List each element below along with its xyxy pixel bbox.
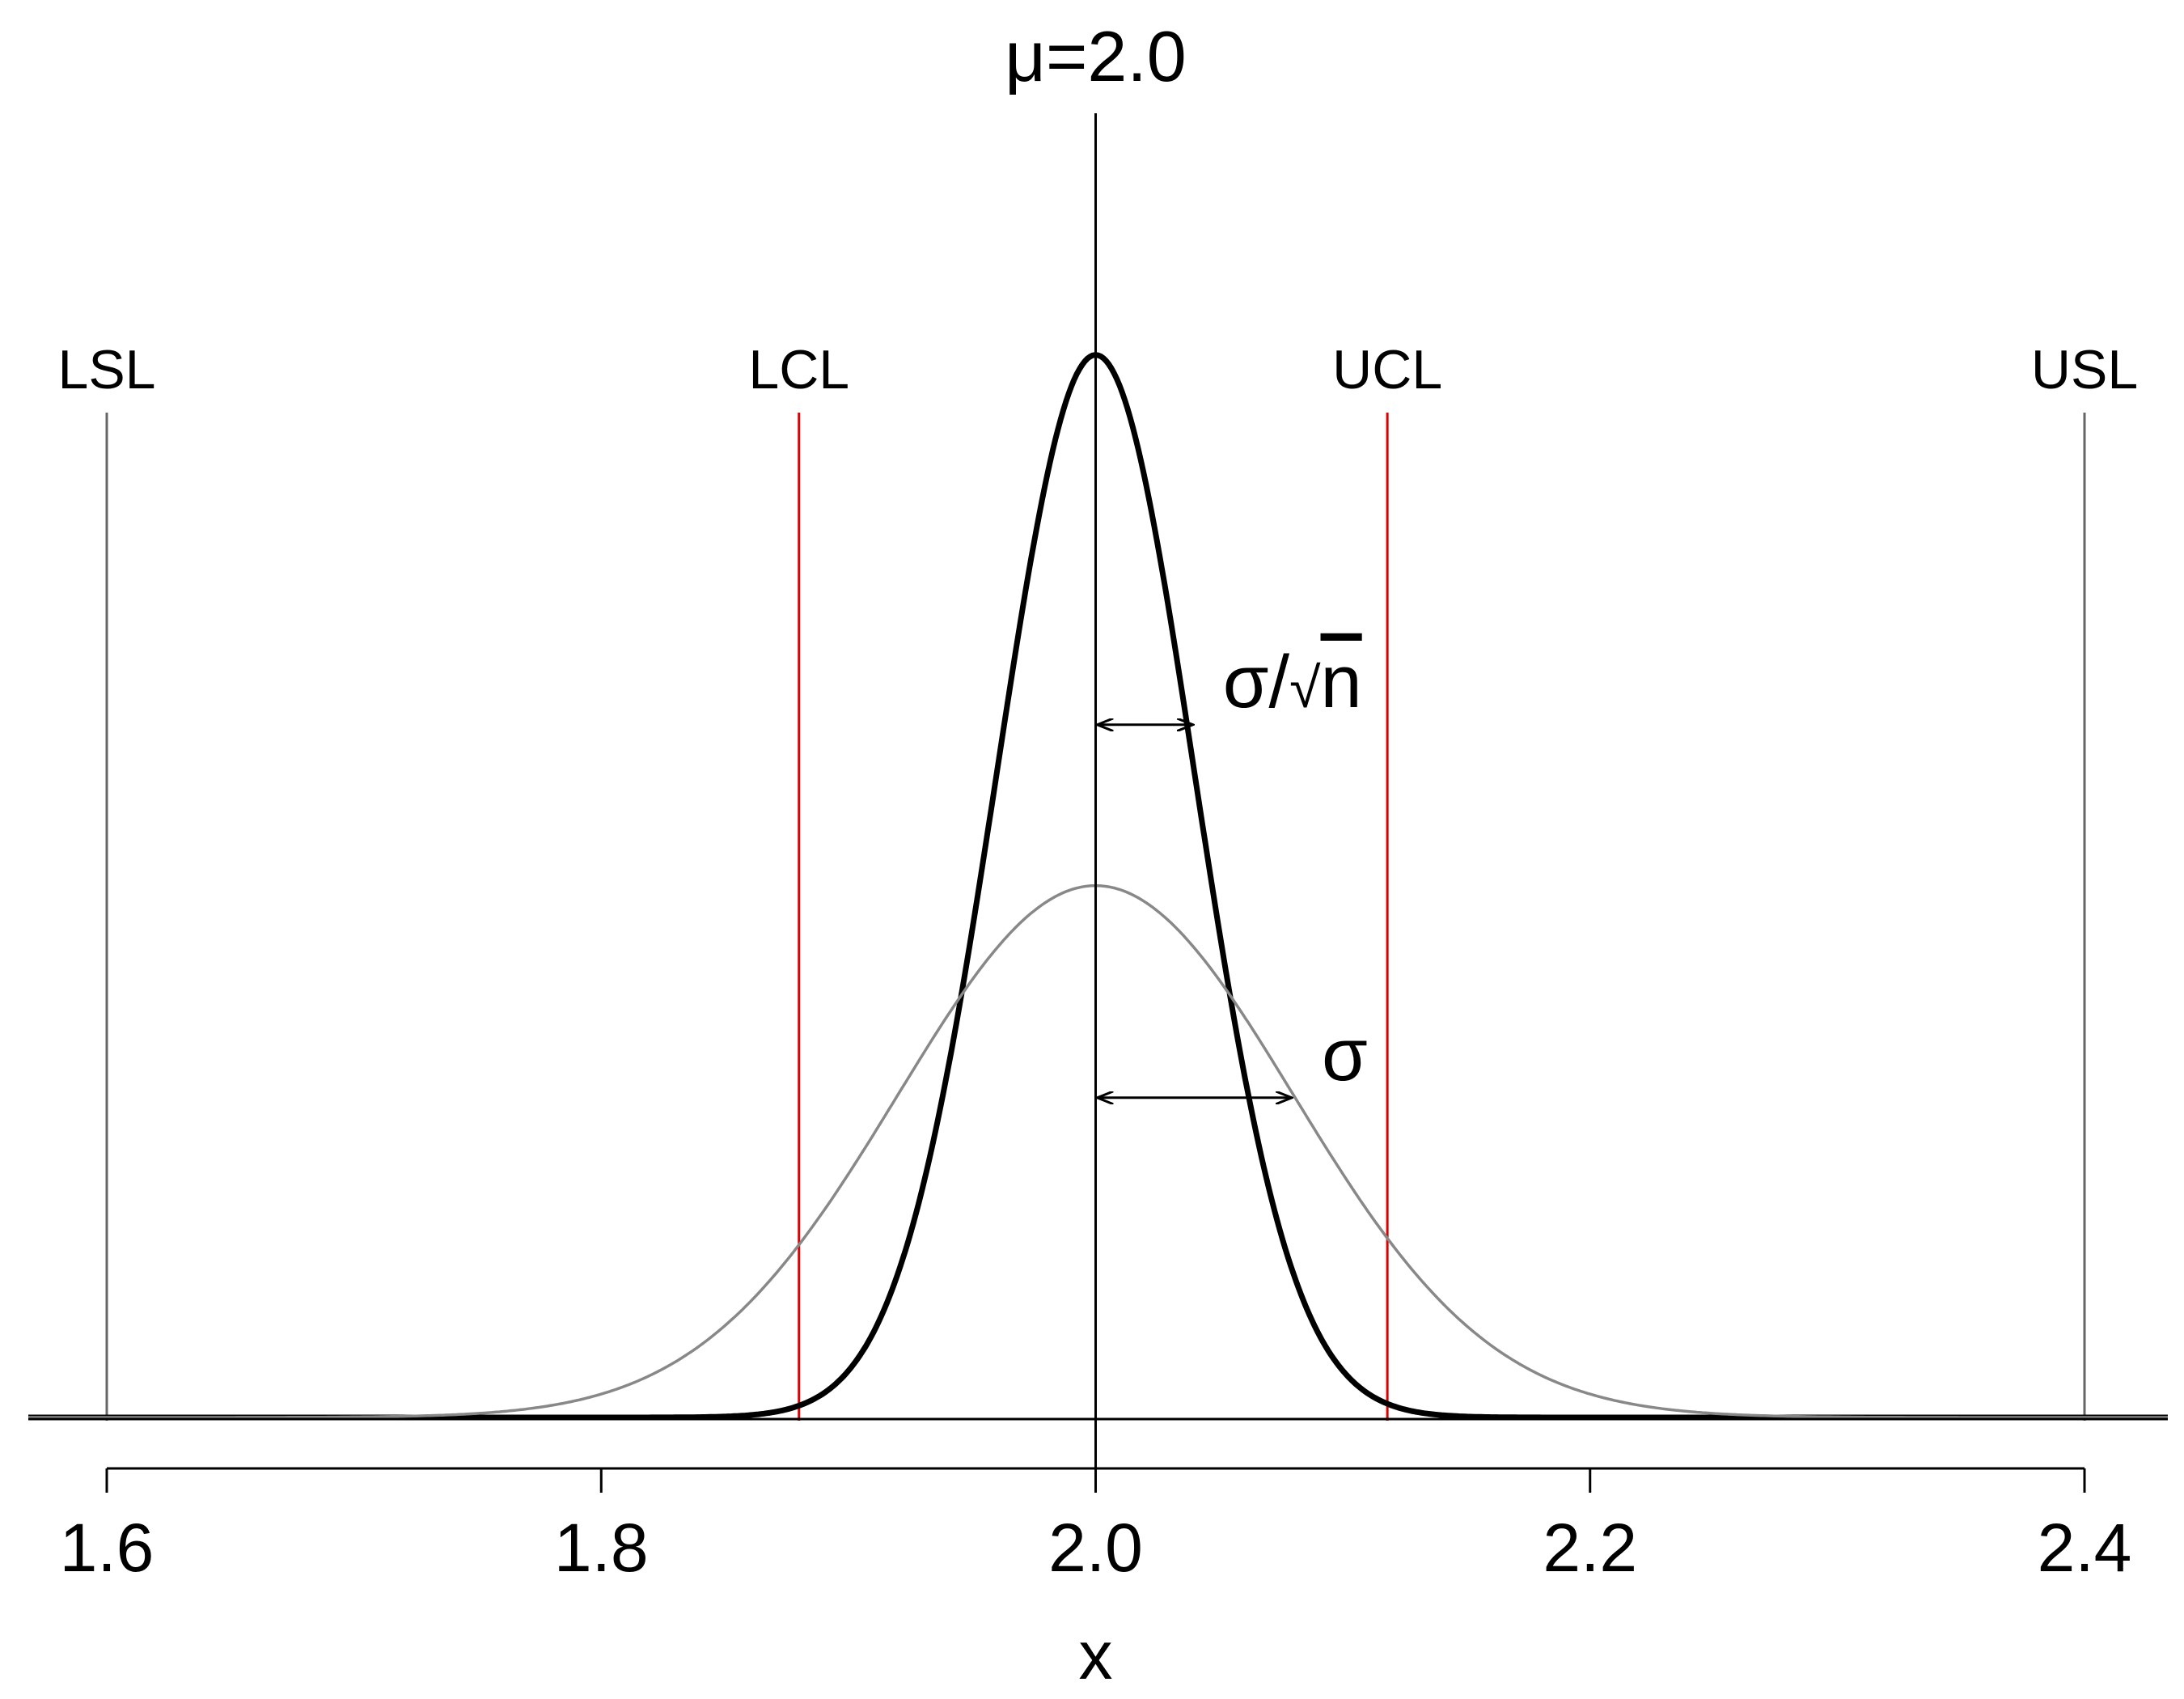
x-tick-label: 1.6 (60, 1510, 154, 1586)
limit-label-usl: USL (2031, 339, 2138, 400)
sigma-label-2: σ (1322, 1014, 1368, 1096)
density-curves (28, 352, 2169, 1421)
limit-lines: LSL LCL UCL USL (58, 339, 2138, 1421)
x-tick-label: 2.2 (1543, 1510, 1637, 1586)
density-curve-2 (28, 883, 2168, 1419)
x-axis-title: x (1079, 1617, 1113, 1693)
x-axis: 1.6 1.8 2.0 2.2 2.4 (60, 1467, 2132, 1586)
sigma-annotations: σ/√n σ (1098, 641, 1368, 1098)
limit-label-ucl: UCL (1332, 339, 1442, 400)
sigma-label-1: σ/√n (1223, 641, 1362, 723)
limit-label-lsl: LSL (58, 339, 156, 400)
x-tick-label: 2.4 (2038, 1510, 2132, 1586)
x-tick-label: 1.8 (554, 1510, 649, 1586)
limit-label-lcl: LCL (748, 339, 849, 400)
mean-label: μ=2.0 (1005, 16, 1186, 96)
x-tick-label: 2.0 (1048, 1510, 1143, 1586)
